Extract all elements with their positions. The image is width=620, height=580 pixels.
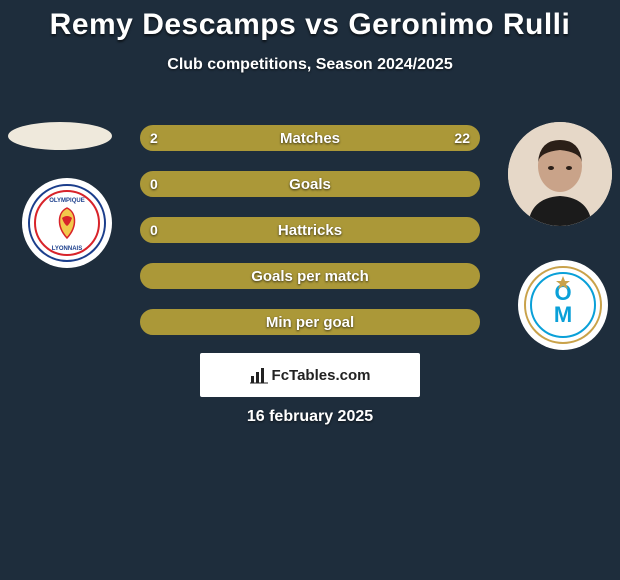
player-right-club-badge: O M <box>518 260 608 350</box>
avatar-placeholder-icon <box>508 122 612 226</box>
stat-label: Hattricks <box>140 217 480 243</box>
comparison-date: 16 february 2025 <box>0 408 620 426</box>
svg-text:LYONNAIS: LYONNAIS <box>52 246 82 252</box>
stat-row: Min per goal <box>140 309 480 335</box>
stat-value-left: 2 <box>140 125 168 151</box>
stat-label: Goals <box>140 171 480 197</box>
comparison-subtitle: Club competitions, Season 2024/2025 <box>0 56 620 74</box>
lyon-badge-icon: OLYMPIQUE LYONNAIS <box>28 184 106 262</box>
stat-label: Matches <box>140 125 480 151</box>
stat-value-left: 0 <box>140 171 168 197</box>
player-right-avatar <box>508 122 612 226</box>
stat-value-left: 0 <box>140 217 168 243</box>
footer-brand-text: FcTables.com <box>272 367 371 384</box>
svg-text:M: M <box>554 302 572 327</box>
svg-text:OLYMPIQUE: OLYMPIQUE <box>49 198 84 204</box>
comparison-title: Remy Descamps vs Geronimo Rulli <box>0 0 620 42</box>
player-left-club-badge: OLYMPIQUE LYONNAIS <box>22 178 112 268</box>
footer-brand-box: FcTables.com <box>200 353 420 397</box>
stat-value-right: 22 <box>444 125 480 151</box>
marseille-badge-icon: O M <box>524 266 602 344</box>
stat-row: Hattricks0 <box>140 217 480 243</box>
player-left-avatar <box>8 122 112 150</box>
stat-row: Matches222 <box>140 125 480 151</box>
stat-row: Goals0 <box>140 171 480 197</box>
stat-label: Min per goal <box>140 309 480 335</box>
stats-chart: Matches222Goals0Hattricks0Goals per matc… <box>140 125 480 355</box>
stat-label: Goals per match <box>140 263 480 289</box>
bar-chart-icon <box>250 366 268 384</box>
stat-row: Goals per match <box>140 263 480 289</box>
